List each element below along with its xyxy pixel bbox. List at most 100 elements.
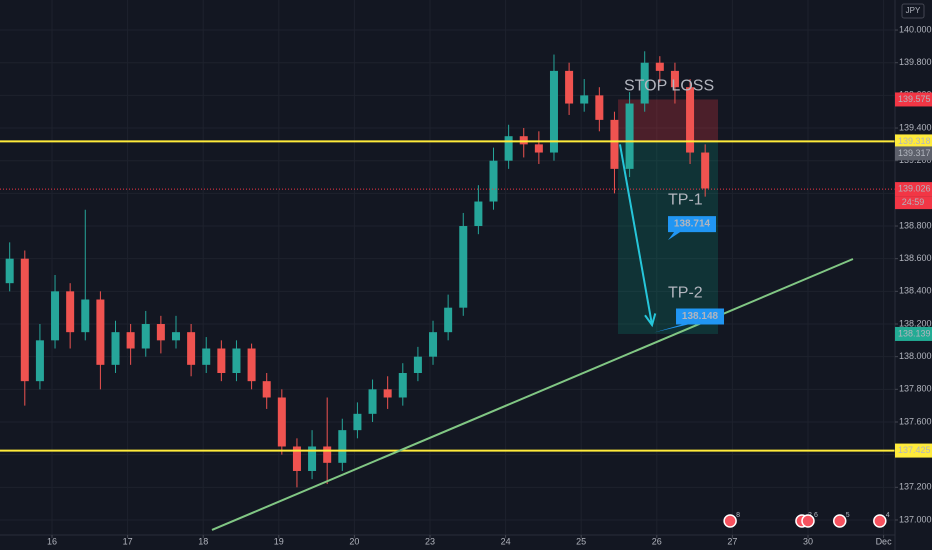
x-tick-label: 26 xyxy=(652,536,662,546)
x-tick-label: 23 xyxy=(425,536,435,546)
y-tick-label: 139.400 xyxy=(899,122,932,132)
candle-body xyxy=(171,332,180,341)
candle-body xyxy=(383,389,392,398)
candle-body xyxy=(323,446,332,463)
trend-line xyxy=(211,258,854,531)
y-tick-label: 139.800 xyxy=(899,57,932,67)
event-icon xyxy=(832,514,847,528)
candle-body xyxy=(459,226,468,308)
target-value: 138.714 xyxy=(674,219,711,230)
target-value: 138.148 xyxy=(682,311,719,322)
price-tag-text: 139.575 xyxy=(898,94,931,104)
candle-body xyxy=(292,446,301,471)
candle-body xyxy=(5,258,14,284)
candle-body xyxy=(217,348,226,373)
target-label: TP-2 xyxy=(668,285,703,302)
level-price-tag xyxy=(895,443,932,458)
candle-body xyxy=(51,291,60,341)
arrow-head xyxy=(644,313,657,328)
candle-body xyxy=(595,95,604,120)
countdown-tag xyxy=(895,196,932,210)
candle-body xyxy=(670,70,679,88)
candle-body xyxy=(489,160,498,202)
candle-body xyxy=(519,136,528,145)
target-callout xyxy=(668,216,717,241)
candle-body xyxy=(277,397,286,447)
candle-body xyxy=(413,356,422,373)
price-axis xyxy=(895,0,932,550)
y-tick-label: 137.600 xyxy=(899,416,932,426)
x-tick-label: 20 xyxy=(349,536,359,546)
price-tag xyxy=(895,92,932,107)
current-price-tag xyxy=(895,182,932,197)
event-icon xyxy=(723,514,737,528)
x-tick-label: 17 xyxy=(123,536,133,546)
candle-body xyxy=(232,348,241,373)
target-callout xyxy=(654,308,725,333)
currency-box xyxy=(901,3,925,19)
candle-body xyxy=(625,103,634,169)
y-tick-label: 138.400 xyxy=(899,286,932,296)
y-tick-label: 137.800 xyxy=(899,384,932,394)
level-price-tag-text: 139.318 xyxy=(898,136,931,146)
price-tag-text: 138.139 xyxy=(898,328,931,338)
x-tick-label: 18 xyxy=(198,536,208,546)
candle-body xyxy=(66,291,75,333)
candle-body xyxy=(126,332,135,349)
y-tick-label: 138.800 xyxy=(899,220,932,230)
candle-body xyxy=(247,348,256,382)
level-price-tag xyxy=(895,134,932,149)
price-tag-text: 139.317 xyxy=(898,148,931,158)
candle-body xyxy=(35,340,44,382)
x-tick-label: 19 xyxy=(274,536,284,546)
stop-loss-label: STOP LOSS xyxy=(624,78,714,95)
y-tick-label: 138.000 xyxy=(899,351,932,361)
y-tick-label: 138.200 xyxy=(899,318,932,328)
candle-body xyxy=(655,62,664,71)
x-tick-label: 24 xyxy=(501,536,511,546)
event-icon xyxy=(873,514,887,528)
candle-body xyxy=(474,201,483,227)
candle-body xyxy=(202,348,211,365)
y-tick-label: 137.000 xyxy=(899,514,932,524)
x-tick-label: 16 xyxy=(47,536,57,546)
candle-body xyxy=(141,324,150,349)
candle-body xyxy=(565,70,574,104)
candle-body xyxy=(262,381,271,398)
event-count: 6 xyxy=(814,512,818,519)
price-tag xyxy=(895,146,932,161)
x-tick-label: 30 xyxy=(803,536,813,546)
candle-body xyxy=(20,258,29,382)
candle-body xyxy=(580,95,589,104)
y-tick-label: 138.600 xyxy=(899,253,932,263)
current-price-tag-text: 139.026 xyxy=(898,183,931,193)
y-tick-label: 140.000 xyxy=(899,24,932,34)
countdown: 24:59 xyxy=(902,197,925,207)
candle-body xyxy=(353,413,362,431)
candle-body xyxy=(156,324,165,341)
candle-body xyxy=(429,332,438,357)
x-tick-label: 25 xyxy=(576,536,586,546)
event-count: 5 xyxy=(846,512,850,519)
arrow-line xyxy=(618,144,654,326)
currency-label: JPY xyxy=(906,6,921,15)
target-label: TP-1 xyxy=(668,191,703,208)
candle-body xyxy=(686,87,695,153)
candle-body xyxy=(701,152,710,189)
event-count: 8 xyxy=(736,512,740,519)
candle-body xyxy=(549,70,558,153)
candle-body xyxy=(111,332,120,365)
x-tick-label: Dec xyxy=(876,536,893,546)
level-price-tag-text: 137.425 xyxy=(898,445,931,455)
candle-body xyxy=(338,430,347,463)
candle-body xyxy=(610,119,619,169)
candle-body xyxy=(96,299,105,365)
candle-body xyxy=(504,136,513,161)
x-tick-label: 27 xyxy=(727,536,737,546)
y-tick-label: 137.200 xyxy=(899,482,932,492)
candle-body xyxy=(368,389,377,414)
candle-body xyxy=(398,372,407,398)
price-tag xyxy=(895,326,932,341)
